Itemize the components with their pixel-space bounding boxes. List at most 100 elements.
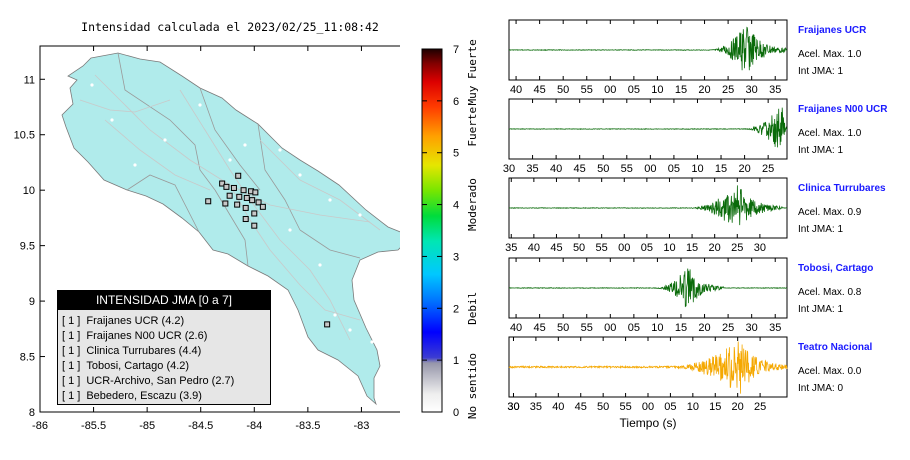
station-jma-intensity: Int JMA: 1 bbox=[798, 304, 843, 315]
trace-tick-label: 30 bbox=[507, 401, 519, 413]
station-marker bbox=[226, 192, 233, 199]
station-marker bbox=[255, 199, 262, 206]
station-marker bbox=[324, 321, 331, 328]
colorbar-tick-label: 1 bbox=[453, 355, 459, 367]
map-x-tick-label: -85.5 bbox=[81, 420, 106, 432]
seismogram-trace bbox=[508, 341, 788, 394]
colorbar-scale bbox=[421, 48, 443, 413]
station-name: Clinica Turrubares bbox=[798, 183, 886, 194]
station-jma-intensity: Int JMA: 0 bbox=[798, 383, 843, 394]
colorbar-tick-label: 3 bbox=[453, 251, 459, 263]
trace-tick-label: 55 bbox=[596, 242, 608, 254]
station-name: Fraijanes UCR bbox=[798, 25, 867, 36]
station-name: Teatro Nacional bbox=[798, 342, 872, 353]
map-x-tick-label: -84.5 bbox=[188, 420, 213, 432]
trace-tick-label: 00 bbox=[604, 322, 616, 334]
trace-tick-label: 05 bbox=[664, 401, 676, 413]
trace-tick-label: 10 bbox=[691, 163, 703, 175]
map-x-tick-label: -86 bbox=[32, 420, 48, 432]
trace-tick-label: 45 bbox=[534, 84, 546, 96]
map-x-tick-label: -83 bbox=[353, 420, 369, 432]
seismogram-trace bbox=[508, 107, 788, 148]
trace-tick-label: 40 bbox=[510, 322, 522, 334]
seismogram-trace bbox=[508, 185, 788, 226]
colorbar-tick-label: 7 bbox=[453, 44, 459, 56]
trace-tick-label: 50 bbox=[573, 242, 585, 254]
trace-tick-label: 10 bbox=[663, 242, 675, 254]
trace-tick-label: 25 bbox=[754, 401, 766, 413]
trace-tick-label: 40 bbox=[552, 401, 564, 413]
trace-tick-label: 15 bbox=[675, 84, 687, 96]
map-axes: -86 -85.5 -85 -84.5 -84 -83.5 -83 8 8.5 9 9.5 10 10.… bbox=[14, 46, 369, 432]
trace-tick-label: 10 bbox=[687, 401, 699, 413]
trace-tick-label: 40 bbox=[550, 163, 562, 175]
station-marker bbox=[240, 187, 247, 194]
colorbar-tick-label: 5 bbox=[453, 148, 459, 160]
trace-tick-label: 50 bbox=[597, 163, 609, 175]
chart-title: Intensidad calculada el 2023/02/25_11:08… bbox=[81, 20, 379, 34]
map-y-tick-label: 9.5 bbox=[20, 241, 35, 253]
map-x-tick-label: -85 bbox=[139, 420, 155, 432]
trace-tick-label: 00 bbox=[604, 84, 616, 96]
colorbar-tick-label: 2 bbox=[453, 303, 459, 315]
station-marker bbox=[243, 194, 250, 201]
station-markers bbox=[205, 172, 331, 328]
map-y-tick-label: 8.5 bbox=[20, 352, 35, 364]
legend-item: [ 1 ] Bebedero, Escazu (3.9) bbox=[62, 390, 202, 402]
trace-tick-label: 00 bbox=[642, 401, 654, 413]
station-marker bbox=[234, 201, 241, 208]
trace-tick-label: 35 bbox=[526, 163, 538, 175]
colorbar-label: Moderado bbox=[466, 178, 479, 231]
costa-rica-land bbox=[61, 52, 400, 406]
trace-tick-label: 40 bbox=[528, 242, 540, 254]
seismogram-trace bbox=[509, 26, 788, 71]
legend-item: [ 1 ] Clinica Turrubares (4.4) bbox=[62, 345, 202, 357]
trace-tick-label: 15 bbox=[709, 401, 721, 413]
trace-tick-label: 25 bbox=[762, 163, 774, 175]
map-y-tick-label: 10 bbox=[23, 185, 35, 197]
trace-tick-label: 50 bbox=[557, 84, 569, 96]
trace-panel: 30 35 40 45 50 55 00 05 10 15 20 25 Fraijanes N00 UC… bbox=[503, 98, 888, 175]
trace-panel: 40 45 50 55 00 05 10 15 20 25 30 35 Fraijanes UCR Ace… bbox=[508, 19, 867, 96]
station-name: Tobosi, Cartago bbox=[798, 263, 873, 274]
trace-tick-label: 30 bbox=[507, 401, 519, 413]
intensity-legend: INTENSIDAD JMA [0 a 7] [ 1 ] Fraijanes UC… bbox=[57, 290, 271, 405]
trace-tick-label: 50 bbox=[557, 322, 569, 334]
trace-tick-label: 30 bbox=[746, 84, 758, 96]
map-x-tick-label: -83.5 bbox=[295, 420, 320, 432]
map-y-tick-label: 11 bbox=[24, 74, 35, 86]
station-marker bbox=[249, 197, 256, 204]
station-max-accel: Acel. Max. 0.0 bbox=[798, 366, 862, 377]
legend-item: [ 1 ] UCR-Archivo, San Pedro (2.7) bbox=[62, 375, 235, 387]
station-marker bbox=[219, 180, 226, 187]
seismogram-panels: 40 45 50 55 00 05 10 15 20 25 30 35 Fraijanes UCR Ace… bbox=[503, 19, 888, 430]
station-jma-intensity: Int JMA: 1 bbox=[798, 145, 843, 156]
province-borders bbox=[117, 52, 361, 267]
colorbar-ticks: 0 1 2 3 4 5 6 7 bbox=[422, 44, 459, 419]
trace-tick-label: 25 bbox=[731, 242, 743, 254]
station-marker bbox=[205, 198, 212, 205]
trace-tick-label: 25 bbox=[722, 84, 734, 96]
trace-tick-label: 35 bbox=[769, 322, 781, 334]
station-marker bbox=[242, 204, 249, 211]
trace-tick-label: 05 bbox=[628, 84, 640, 96]
colorbar-label: Fuerte bbox=[466, 107, 479, 147]
legend-list: [ 1 ] Fraijanes UCR (4.2) [ 1 ] Fraijanes … bbox=[58, 310, 270, 404]
legend-item: [ 1 ] Fraijanes N00 UCR (2.6) bbox=[62, 330, 208, 342]
trace-tick-label: 55 bbox=[581, 84, 593, 96]
trace-tick-label: 15 bbox=[686, 242, 698, 254]
trace-tick-label: 20 bbox=[698, 84, 710, 96]
station-marker bbox=[235, 172, 242, 179]
station-jma-intensity: Int JMA: 1 bbox=[798, 66, 843, 77]
trace-tick-label: 15 bbox=[675, 322, 687, 334]
trace-tick-label: 15 bbox=[715, 163, 727, 175]
legend-item: [ 1 ] Fraijanes UCR (4.2) bbox=[62, 315, 185, 327]
station-max-accel: Acel. Max. 1.0 bbox=[798, 128, 862, 139]
trace-tick-label: 35 bbox=[769, 84, 781, 96]
trace-tick-label: 10 bbox=[651, 322, 663, 334]
trace-tick-label: 45 bbox=[550, 242, 562, 254]
trace-tick-label: 55 bbox=[621, 163, 633, 175]
trace-tick-label: 20 bbox=[709, 242, 721, 254]
trace-tick-label: 40 bbox=[510, 84, 522, 96]
